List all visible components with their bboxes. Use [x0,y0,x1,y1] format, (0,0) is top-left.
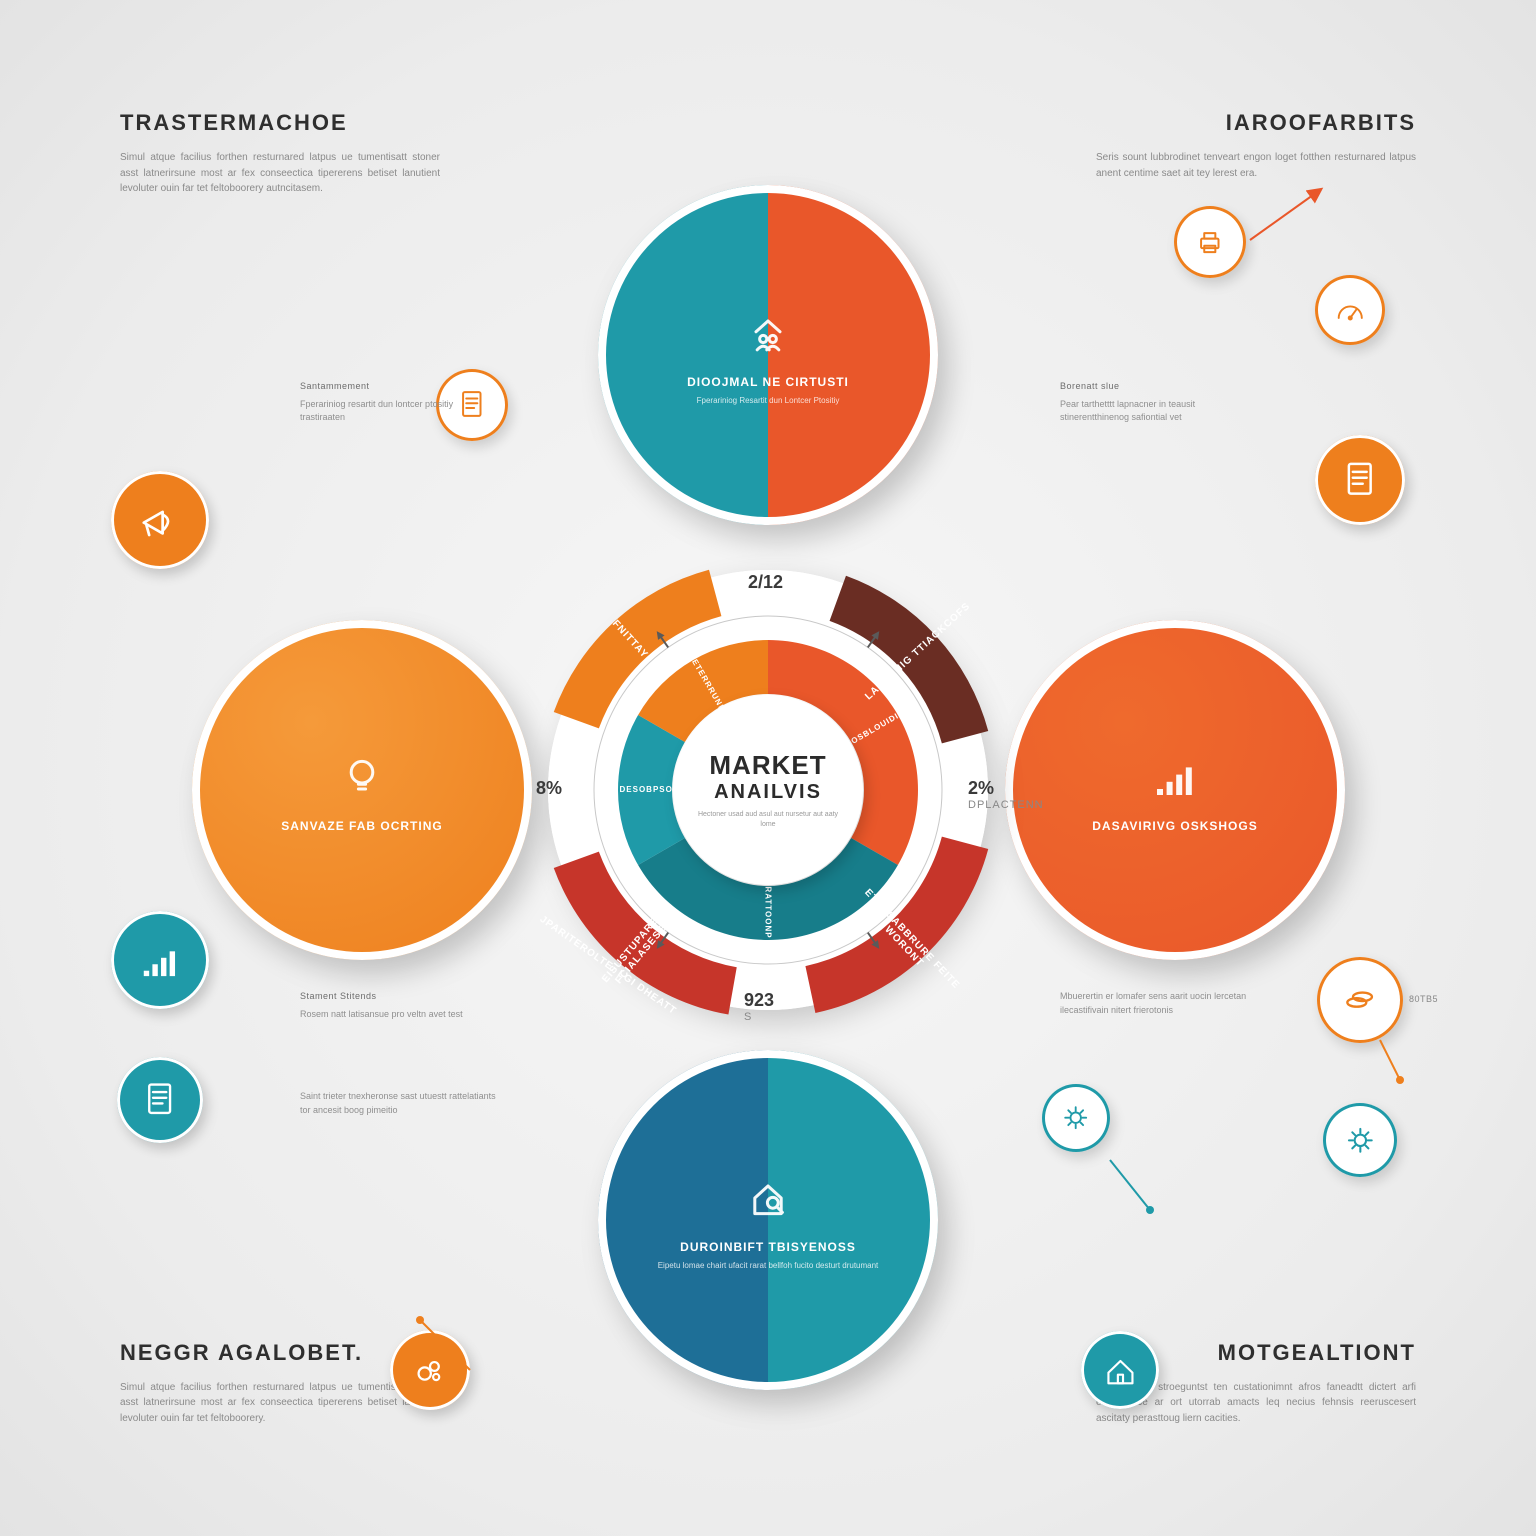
datalabel-bottom: 923S [744,990,774,1023]
datalabel-right: 2%DPLACTENN [968,778,1044,811]
center-title-1: MARKET [709,750,826,781]
hub-core: MARKET ANAILVIS Hectoner usad aud asul a… [673,695,863,885]
datalabel-top: 2/12 [748,572,783,593]
infographic-canvas: TRASTERMACHOE Simul atque facilius forth… [0,0,1536,1536]
center-title-2: ANAILVIS [714,781,822,804]
center-subtitle: Hectoner usad aud asul aut nursetur aut … [673,810,863,830]
datalabel-left: 8% [536,778,562,799]
